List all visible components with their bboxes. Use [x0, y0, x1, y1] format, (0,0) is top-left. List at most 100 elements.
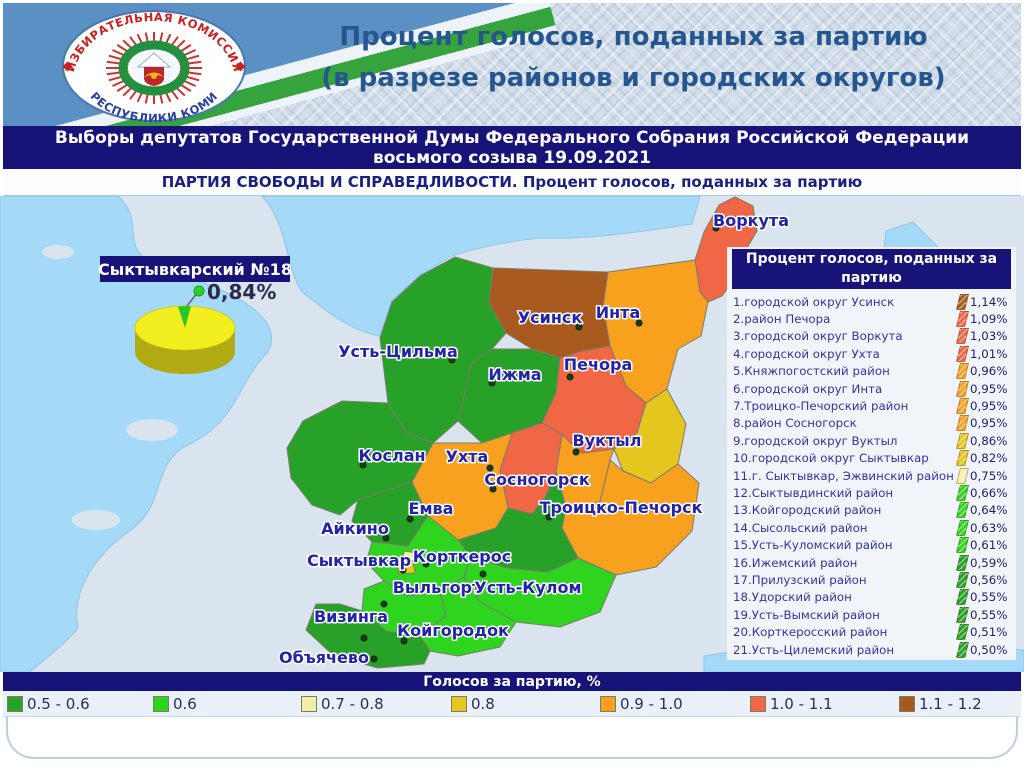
map-label: Кослан: [358, 446, 425, 465]
slide-header: ИЗБИРАТЕЛЬНАЯ КОМИССИЯ РЕСПУБЛИКИ КОМИ П…: [3, 3, 1021, 126]
result-row: 15.Усть-Куломский район 0,61%: [733, 536, 1012, 554]
city-dot: [370, 655, 378, 663]
result-row-value: 0,50%: [970, 642, 1008, 657]
map-label: Усть-Цильма: [338, 342, 458, 361]
result-row-value: 0,55%: [970, 607, 1008, 622]
map-label: Сыктывкар: [307, 551, 411, 570]
logo-ornament-right: [235, 61, 246, 72]
result-row: 16.Ижемский район 0,59%: [733, 554, 1012, 571]
result-row: 7.Троицко-Печорский район 0,95%: [733, 397, 1012, 415]
result-row: 14.Сысольский район 0,63%: [733, 519, 1012, 536]
legend-range-label: 1.0 - 1.1: [770, 695, 833, 713]
map-label: Усинск: [518, 308, 583, 327]
election-commission-logo: ИЗБИРАТЕЛЬНАЯ КОМИССИЯ РЕСПУБЛИКИ КОМИ: [62, 10, 246, 125]
result-row-value: 0,66%: [970, 485, 1008, 500]
map-label: Троицко-Печорск: [540, 498, 703, 517]
result-row: 8.район Сосногорск 0,95%: [733, 415, 1012, 432]
city-dot: [360, 634, 368, 642]
map-label: Корткерос: [413, 547, 511, 566]
district18-label: Сыктывкарский №18: [98, 260, 292, 279]
result-row-name: 7.Троицко-Печорский район: [733, 399, 909, 414]
result-row: 5.Княжпогостский район 0,96%: [733, 363, 1012, 380]
pie-green-slice: [178, 306, 191, 328]
pie-callout-line: [186, 292, 198, 307]
legend-range-label: 0.8: [471, 695, 495, 713]
legend-swatch: [451, 696, 467, 712]
page-title-line2: (в разрезе районов и городских округов): [321, 63, 946, 93]
city-dot: [359, 461, 367, 469]
color-legend: 0.5 - 0.6 0.6 0.7 - 0.8 0.8 0.9 - 1.0 1.0 - 1…: [3, 691, 1021, 717]
legend-title: Голосов за партию, %: [423, 673, 601, 690]
result-row-value: 1,09%: [970, 312, 1008, 327]
results-panel: Процент голосов, поданных за партию 1.го…: [727, 247, 1016, 660]
result-row: 1.городской округ Усинск 1,14%: [733, 293, 1012, 310]
result-row-value: 0,55%: [970, 590, 1008, 605]
page-title: Процент голосов, поданных за партию (в р…: [258, 17, 1009, 99]
result-row: 2.район Печора 1,09%: [733, 310, 1012, 328]
result-row-value: 1,14%: [970, 294, 1008, 309]
region-ust_cilma: [379, 256, 507, 444]
result-row-value: 0,61%: [970, 538, 1008, 553]
result-row-value: 0,59%: [970, 555, 1008, 570]
city-dot: [380, 600, 388, 608]
result-row-name: 10.городской округ Сыктывкар: [733, 451, 929, 466]
party-bar: ПАРТИЯ СВОБОДЫ И СПРАВЕДЛИВОСТИ. Процент…: [3, 169, 1021, 196]
map-label: Печора: [564, 355, 632, 374]
result-row-value: 1,01%: [970, 346, 1008, 361]
map-label: Емва: [409, 499, 454, 518]
result-row-value: 0,82%: [970, 451, 1008, 466]
logo-green-wreath: [118, 40, 190, 96]
result-row: 21.Усть-Цилемский район 0,50%: [733, 641, 1012, 658]
result-row: 9.городской округ Вуктыл 0,86%: [733, 432, 1012, 449]
legend-swatch: [600, 696, 616, 712]
map-label: Вуктыл: [573, 431, 642, 450]
result-row: 12.Сыктывдинский район 0,66%: [733, 484, 1012, 501]
result-row: 19.Усть-Вымский район 0,55%: [733, 606, 1012, 623]
city-dot: [572, 448, 580, 456]
result-row: 18.Удорский район 0,55%: [733, 589, 1012, 606]
city-dot: [488, 379, 496, 387]
result-row: 17.Прилузский район 0,56%: [733, 571, 1012, 588]
result-row-name: 3.городской округ Воркута: [733, 329, 903, 344]
district18-pie-chart: 0,84%Сыктывкарский №18: [98, 256, 292, 374]
result-row-name: 19.Усть-Вымский район: [733, 607, 880, 622]
results-panel-title: Процент голосов, поданных за партию: [732, 249, 1011, 289]
result-row-name: 12.Сыктывдинский район: [733, 485, 894, 500]
legend-swatch: [301, 696, 317, 712]
legend-item: 1.1 - 1.2: [899, 695, 982, 713]
map-label: Усть-Кулом: [474, 578, 581, 597]
results-panel-rows: 1.городской округ Усинск 1,14% 2.район Печ…: [727, 289, 1016, 658]
legend-range-label: 0.9 - 1.0: [620, 695, 683, 713]
result-row-value: 0,63%: [970, 520, 1008, 535]
city-dot: [489, 485, 497, 493]
legend-range-label: 1.1 - 1.2: [919, 695, 982, 713]
legend-item: 1.0 - 1.1: [750, 695, 833, 713]
city-dot: [448, 356, 456, 364]
result-row-name: 2.район Печора: [733, 312, 831, 327]
legend-swatch: [899, 696, 915, 712]
city-dot: [399, 566, 407, 574]
result-row: 11.г. Сыктывкар, Эжвинский район 0,75%: [733, 467, 1012, 484]
result-row: 6.городской округ Инта 0,95%: [733, 380, 1012, 397]
legend-item: 0.7 - 0.8: [301, 695, 384, 713]
legend-swatch: [7, 696, 23, 712]
legend-range-label: 0.5 - 0.6: [27, 695, 90, 713]
result-row-name: 13.Койгородский район: [733, 503, 882, 518]
pie-value-label: 0,84%: [207, 280, 276, 304]
result-row: 10.городской округ Сыктывкар 0,82%: [733, 450, 1012, 467]
result-row: 3.городской округ Воркута 1,03%: [733, 328, 1012, 345]
city-dot: [635, 319, 643, 327]
result-row-value: 0,96%: [970, 364, 1008, 379]
result-row-name: 17.Прилузский район: [733, 572, 867, 587]
legend-item: 0.8: [451, 695, 495, 713]
result-row: 13.Койгородский район 0,64%: [733, 502, 1012, 519]
legend-range-label: 0.7 - 0.8: [321, 695, 384, 713]
map-water: [261, 196, 701, 337]
result-row-name: 11.г. Сыктывкар, Эжвинский район: [733, 468, 954, 483]
result-row-name: 15.Усть-Куломский район: [733, 538, 893, 553]
region-ezhva: [402, 550, 418, 562]
region-udora: [286, 400, 434, 516]
map-label: Выльгорт: [393, 578, 482, 597]
election-subtitle-bar: Выборы депутатов Государственной Думы Фе…: [3, 126, 1021, 169]
